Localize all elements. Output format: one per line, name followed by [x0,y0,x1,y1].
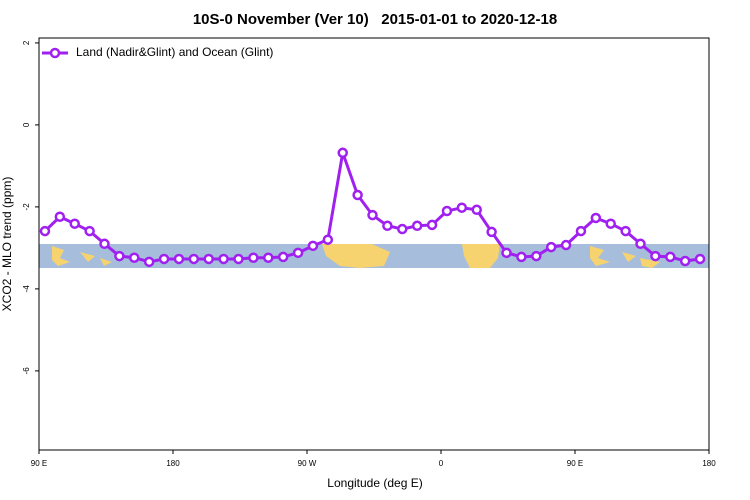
x-tick-label: 90 E [567,459,583,468]
point [605,218,616,229]
x-tick-label: 90 W [298,459,317,468]
y-tick-label: 0 [22,122,31,127]
point [277,251,289,263]
point [635,238,646,250]
point [263,252,274,263]
point [441,205,453,217]
point [99,238,110,250]
point [426,219,438,231]
y-tick-label: -6 [22,367,31,375]
land [590,246,660,268]
point [322,234,334,245]
y-tick-label: 2 [22,40,31,45]
x-tick-label: 90 E [31,459,47,468]
legend-marker [49,47,61,59]
point [411,220,423,232]
point [456,202,468,213]
point [352,189,363,201]
point [188,253,200,265]
point [233,253,244,265]
point [307,240,319,252]
point [679,255,691,267]
y-axis-label: XCO2 - MLO trend (ppm) [0,177,14,312]
land [322,244,390,268]
point [248,252,259,263]
legend: Land (Nadir&Glint) and Ocean (Glint) [42,45,273,59]
point [84,225,95,237]
point [337,147,348,159]
point [158,253,170,265]
point [218,253,229,265]
point [173,253,185,265]
point [292,247,304,259]
point [531,250,542,262]
plot-frame [38,37,710,451]
point [650,250,661,262]
point [516,251,527,263]
point [54,211,66,222]
land [52,246,112,266]
legend-label: Land (Nadir&Glint) and Ocean (Glint) [76,45,273,59]
point [501,247,512,259]
y-tick-label: -4 [22,285,31,293]
point [665,251,676,263]
point [694,253,706,265]
point [560,239,572,251]
point [114,250,125,262]
point [486,226,497,238]
y-tick-label: -2 [22,203,31,211]
point [203,253,214,265]
x-tick-label: 0 [439,459,444,468]
x-tick-label: 180 [702,459,716,468]
point [620,225,631,237]
chart-title: 10S-0 November (Ver 10) 2015-01-01 to 20… [193,11,557,28]
map-strip [39,244,709,268]
point [545,241,557,253]
point [69,218,80,229]
point [590,212,602,224]
point [367,209,378,221]
point [471,204,482,216]
x-axis-label: Longitude (deg E) [327,476,422,490]
point [129,252,140,263]
point [382,220,393,232]
point [575,225,587,237]
land [462,244,500,268]
point [397,223,408,235]
point [143,256,155,268]
x-tick-label: 180 [166,459,180,468]
point [39,225,51,237]
